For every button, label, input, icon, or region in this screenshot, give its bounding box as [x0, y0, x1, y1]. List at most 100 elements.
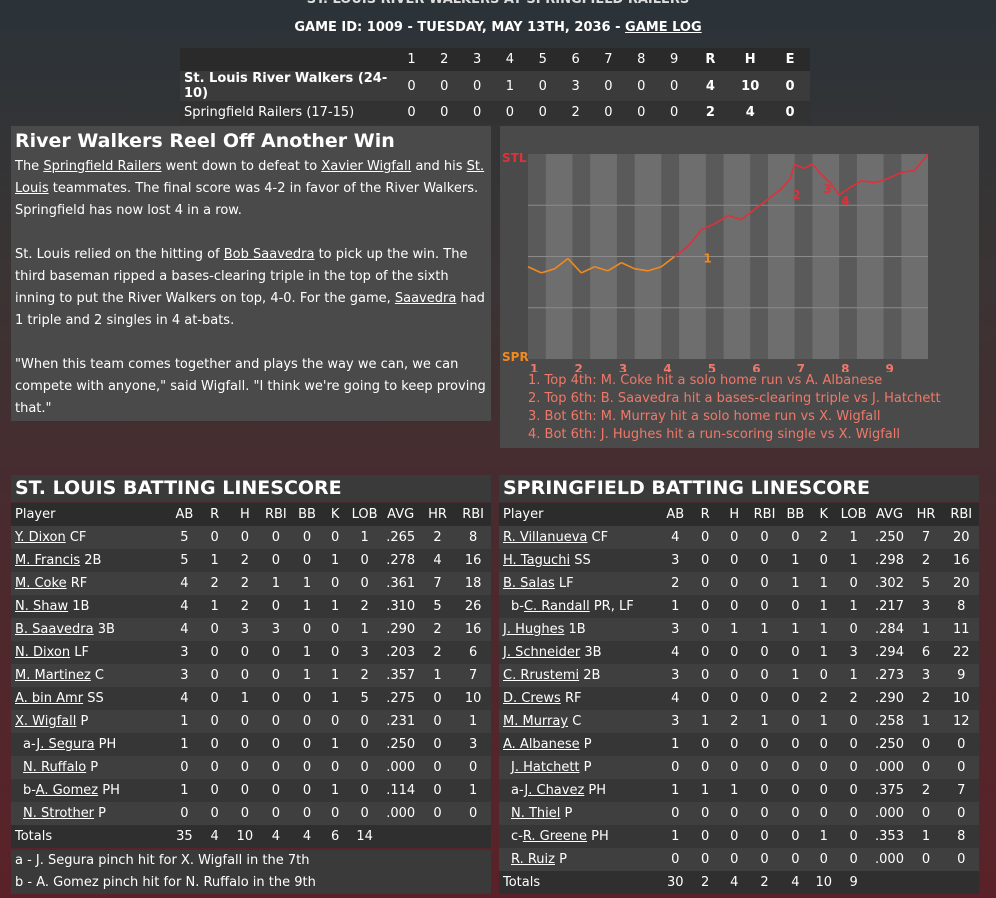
rhe-header: E [770, 48, 810, 71]
column-header: K [810, 503, 837, 526]
story-link[interactable]: Xavier Wigfall [321, 159, 412, 174]
story-link[interactable]: Springfield Railers [43, 159, 162, 174]
win-probability-segment [700, 222, 716, 231]
stat-cell: 1 [347, 618, 382, 641]
stat-cell: 1 [836, 664, 871, 687]
player-link[interactable]: A. Gomez [35, 783, 99, 798]
stat-cell: 3 [659, 549, 691, 572]
event-marker: 2 [792, 188, 800, 202]
batter-cell: A. bin Amr SS [11, 687, 169, 710]
inning-tick-label: 2 [574, 362, 582, 372]
stat-cell: 0 [229, 710, 261, 733]
stat-cell: 8 [943, 595, 979, 618]
stat-cell: 0 [291, 549, 323, 572]
player-link[interactable]: M. Martinez [15, 668, 91, 683]
player-link[interactable]: A. Albanese [503, 737, 580, 752]
batter-cell: J. Schneider 3B [499, 641, 660, 664]
player-position: RF [560, 691, 582, 706]
game-log-link[interactable]: GAME LOG [625, 20, 702, 35]
player-link[interactable]: D. Crews [503, 691, 561, 706]
player-link[interactable]: B. Saavedra [15, 622, 94, 637]
win-probability-segment [754, 198, 769, 210]
stat-cell: 0 [291, 733, 323, 756]
player-link[interactable]: N. Shaw [15, 599, 69, 614]
story-paragraph-1: The Springfield Railers went down to def… [15, 159, 485, 218]
stat-cell: 26 [455, 595, 491, 618]
win-probability-segment [607, 261, 622, 272]
stat-cell: 0 [291, 687, 323, 710]
inning-score: 0 [657, 71, 691, 101]
stat-cell: 20 [943, 526, 979, 549]
batter-row: M. Martinez C 3 0 0 0 1 1 2.357 1 7 [11, 664, 491, 687]
stl-batting-notes: a - J. Segura pinch hit for X. Wigfall i… [11, 850, 491, 894]
totals-empty [870, 871, 909, 894]
stat-cell: 0 [836, 710, 871, 733]
stat-cell: 10 [455, 687, 491, 710]
player-link[interactable]: Y. Dixon [15, 530, 66, 545]
win-probability-segment [674, 245, 689, 258]
batter-cell: N. Dixon LF [11, 641, 169, 664]
stat-cell: .000 [870, 848, 909, 871]
totals-value: 4 [199, 825, 230, 848]
stat-cell: 0 [719, 802, 749, 825]
player-link[interactable]: N. Dixon [15, 645, 71, 660]
story-link[interactable]: St. Louis [15, 159, 485, 196]
player-link[interactable]: C. Rrustemi [503, 668, 580, 683]
sub-prefix: a- [511, 783, 525, 798]
stat-cell: .000 [381, 756, 420, 779]
batter-cell: J. Hatchett P [499, 756, 660, 779]
batter-cell: a-J. Segura PH [11, 733, 169, 756]
column-header: R [690, 503, 720, 526]
player-link[interactable]: J. Hughes [503, 622, 565, 637]
stat-cell: 0 [291, 618, 323, 641]
stat-cell: 1 [780, 549, 811, 572]
win-probability-segment [829, 182, 840, 196]
inning-header: 6 [559, 48, 593, 71]
player-link[interactable]: J. Segura [36, 737, 95, 752]
player-link[interactable]: J. Chavez [524, 783, 585, 798]
column-header: LOB [347, 503, 382, 526]
story-link[interactable]: Saavedra [394, 291, 457, 306]
win-probability-segment [874, 177, 889, 184]
player-link[interactable]: R. Villanueva [503, 530, 588, 545]
player-link[interactable]: N. Ruffalo [23, 760, 87, 775]
player-link[interactable]: H. Taguchi [503, 553, 571, 568]
player-link[interactable]: X. Wigfall [15, 714, 77, 729]
sub-prefix: b- [23, 783, 36, 798]
player-link[interactable]: N. Strother [23, 806, 95, 821]
stat-cell: 0 [455, 802, 491, 825]
player-link[interactable]: N. Thiel [511, 806, 561, 821]
stat-cell: 0 [719, 756, 749, 779]
stat-cell: 1 [659, 779, 691, 802]
batter-cell: N. Strother P [11, 802, 169, 825]
stat-cell: 0 [419, 733, 456, 756]
player-link[interactable]: B. Salas [503, 576, 555, 591]
stat-cell: 0 [748, 572, 781, 595]
pinch-hit-note: a - J. Segura pinch hit for X. Wigfall i… [15, 853, 310, 868]
player-link[interactable]: M. Murray [503, 714, 569, 729]
stat-cell: .290 [870, 687, 909, 710]
story-headline: River Walkers Reel Off Another Win [15, 130, 395, 152]
stat-cell: 0 [347, 549, 382, 572]
player-link[interactable]: M. Francis [15, 553, 81, 568]
stat-cell: 0 [455, 756, 491, 779]
player-link[interactable]: R. Ruiz [511, 852, 555, 867]
stat-cell: 0 [780, 825, 811, 848]
player-link[interactable]: J. Schneider [503, 645, 581, 660]
player-link[interactable]: M. Coke [15, 576, 67, 591]
stat-cell: 0 [260, 595, 292, 618]
player-link[interactable]: R. Greene [522, 829, 588, 844]
player-link[interactable]: J. Hatchett [511, 760, 580, 775]
story-link[interactable]: Bob Saavedra [223, 247, 315, 262]
column-header: Player [499, 503, 660, 526]
spr-batting-table: Player AB R H RBI BB K LOB AVG HR RBI R. Villanueva… [499, 503, 979, 894]
player-link[interactable]: C. Randall [523, 599, 590, 614]
player-link[interactable]: A. bin Amr [15, 691, 84, 706]
column-header: RBI [260, 503, 292, 526]
win-probability-segment [660, 255, 676, 268]
stat-cell: 0 [260, 756, 292, 779]
player-position: P [554, 852, 567, 867]
stat-cell: 0 [322, 802, 348, 825]
inning-score: 0 [395, 101, 428, 124]
